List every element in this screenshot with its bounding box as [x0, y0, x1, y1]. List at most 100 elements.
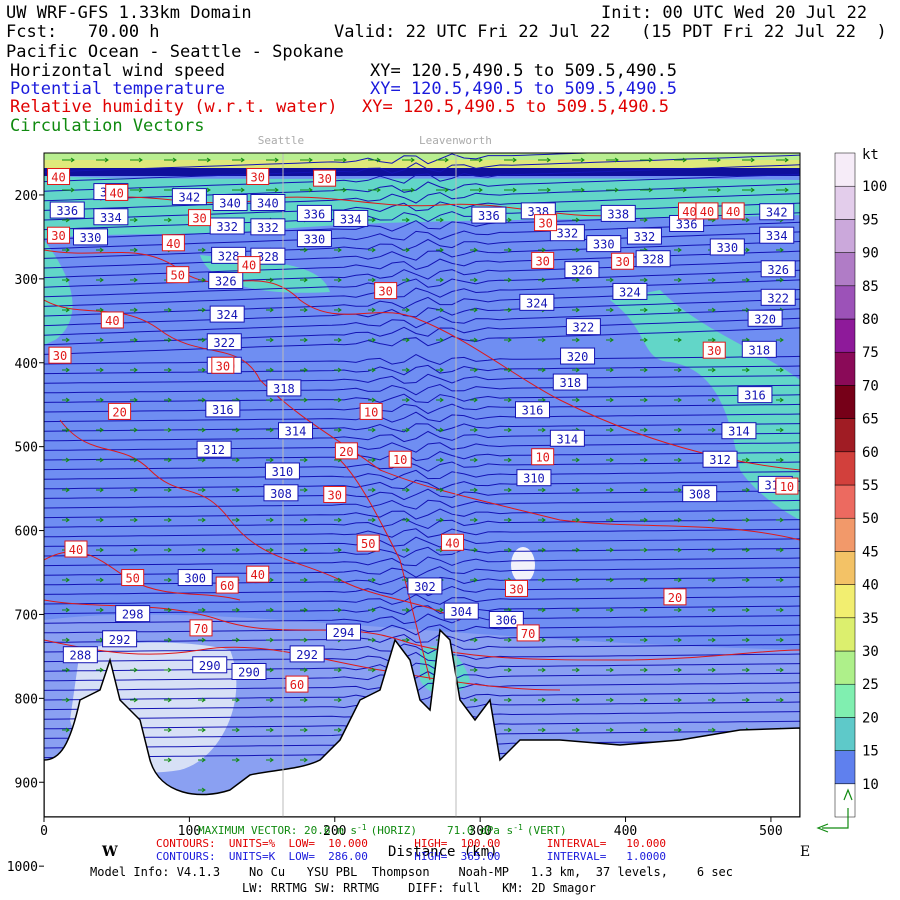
wind-vector-head: [473, 487, 478, 493]
theta-label-box: [600, 204, 636, 222]
rh-label: 20: [339, 445, 353, 459]
wind-vector-head: [308, 157, 313, 163]
field-potential-temperature-xy: XY= 120.5,490.5 to 509.5,490.5: [370, 79, 678, 99]
theta-contour: [44, 373, 800, 384]
wind-vector-head: [201, 757, 206, 763]
west-label: W: [101, 844, 118, 860]
theta-label: 300: [184, 572, 206, 586]
wind-vector-head: [99, 367, 104, 373]
wind-vector-head: [784, 157, 789, 163]
wind-vector-head: [614, 187, 619, 193]
wind-vector-head: [371, 487, 376, 493]
theta-contour: [44, 364, 800, 376]
wind-vector-head: [643, 577, 648, 583]
theta-label: 308: [689, 488, 711, 502]
wind-vector-head: [235, 637, 240, 643]
wind-vector-head: [371, 277, 376, 283]
theta-label: 298: [122, 608, 144, 622]
wind-vector-head: [677, 367, 682, 373]
wind-vector-head: [575, 277, 580, 283]
wind-vector-head: [609, 457, 614, 463]
wind-vector-head: [439, 367, 444, 373]
theta-label: 338: [607, 207, 629, 221]
wind-vector-head: [541, 247, 546, 253]
theta-label: 342: [766, 206, 788, 220]
wind-vector-head: [541, 487, 546, 493]
theta-label: 320: [754, 312, 776, 326]
theta-label: 340: [257, 197, 279, 211]
theta-label: 332: [257, 221, 279, 235]
wind-vector-head: [303, 397, 308, 403]
colorbar-label: 20: [862, 710, 879, 726]
wind-vector-head: [473, 397, 478, 403]
theta-label: 314: [557, 432, 579, 446]
wind-vector-head: [376, 187, 381, 193]
wind-vector-head: [269, 367, 274, 373]
theta-label-box: [250, 194, 286, 212]
wind-vector-head: [745, 517, 750, 523]
rh-contour: [59, 419, 461, 621]
wind-vector-head: [303, 697, 308, 703]
theta-label-box: [264, 462, 300, 480]
wind-vector-head: [99, 337, 104, 343]
wind-vector-head: [240, 157, 245, 163]
rh-label: 10: [780, 480, 794, 494]
theta-contour: [44, 308, 800, 336]
rh-label-box: [775, 477, 799, 495]
theta-label-box: [209, 305, 245, 323]
wind-vector-head: [133, 337, 138, 343]
init-time: Init: 00 UTC Wed 20 Jul 22: [601, 3, 868, 23]
jet-edge-band: [44, 153, 800, 160]
wind-vector-head: [507, 517, 512, 523]
wind-vector-head: [711, 727, 716, 733]
colorbar-swatch: [834, 617, 856, 652]
y-tick-label: 300: [15, 273, 38, 288]
wind-vector-head: [643, 637, 648, 643]
wind-vector-head: [575, 367, 580, 373]
theta-contour: [44, 460, 800, 472]
rh-label: 30: [535, 254, 549, 268]
rh-label: 10: [535, 451, 549, 465]
wind-vector-head: [65, 427, 70, 433]
wind-vector-head: [99, 247, 104, 253]
rh-label-box: [47, 167, 71, 185]
theta-contour: [44, 508, 800, 520]
wind-vector-head: [439, 307, 444, 313]
wind-vector-head: [376, 157, 381, 163]
theta-label: 336: [56, 204, 78, 218]
theta-contour: [44, 193, 800, 221]
reference-vector-head-left: [816, 823, 829, 833]
wind-vector-head: [371, 367, 376, 373]
wind-vector-head: [303, 577, 308, 583]
theta-contour: [44, 518, 800, 530]
rh-label: 40: [166, 237, 180, 251]
wind-vector-head: [575, 217, 580, 223]
colorbar-label: 35: [862, 611, 879, 627]
east-label: E: [800, 844, 810, 860]
colorbar-label: 15: [862, 744, 879, 760]
field-wind-speed: Horizontal wind speed: [10, 61, 225, 81]
wind-vector-head: [133, 487, 138, 493]
rh-label: 40: [242, 259, 256, 273]
wind-vector-head: [342, 187, 347, 193]
wind-vector-head: [745, 247, 750, 253]
y-tick-label: 900: [15, 776, 38, 791]
wind-vector-head: [580, 157, 585, 163]
theta-contour: [44, 383, 800, 396]
rh-label-box: [189, 619, 213, 637]
wind-vector-head: [274, 157, 279, 163]
wind-vector-head: [405, 307, 410, 313]
wind-vector-head: [99, 457, 104, 463]
wind-vector-head: [167, 427, 172, 433]
wind-vector-head: [337, 607, 342, 613]
wind-vector-head: [750, 157, 755, 163]
theta-label-box: [102, 630, 138, 648]
reference-vector: [822, 808, 849, 829]
theta-label-box: [177, 569, 213, 587]
theta-contour: [44, 670, 800, 683]
wind-vector-head: [473, 637, 478, 643]
rh-label: 40: [445, 536, 459, 550]
wind-vector-head: [99, 427, 104, 433]
theta-label-box: [565, 318, 601, 336]
wind-vector-head: [779, 517, 784, 523]
